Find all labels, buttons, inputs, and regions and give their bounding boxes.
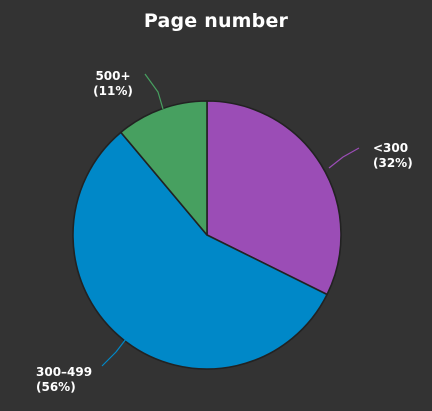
slice-label-1: <300 (32%) — [373, 141, 413, 170]
slice-label-name: 300–499 — [36, 365, 92, 379]
slice-labels: <300 (32%) 300–499 (56%) 500+ (11%) — [36, 69, 413, 394]
pie-slice-3 — [120, 100, 208, 236]
leader-line-1 — [328, 147, 360, 169]
leader-line-3 — [144, 73, 164, 110]
leader-lines — [101, 73, 360, 367]
leader-line-2 — [101, 338, 127, 367]
slice-label-name: <300 — [373, 141, 408, 155]
pie-slices — [72, 100, 342, 370]
slice-label-3: 500+ (11%) — [93, 69, 133, 98]
slice-label-name: 500+ — [95, 69, 130, 83]
chart-title: Page number — [143, 10, 289, 32]
slice-label-percent: (56%) — [36, 380, 76, 394]
slice-label-percent: (32%) — [373, 156, 413, 170]
slice-label-percent: (11%) — [93, 84, 133, 98]
pie-slice-2 — [72, 131, 328, 370]
pie-slice-1 — [206, 100, 342, 296]
slice-label-2: 300–499 (56%) — [36, 365, 92, 394]
